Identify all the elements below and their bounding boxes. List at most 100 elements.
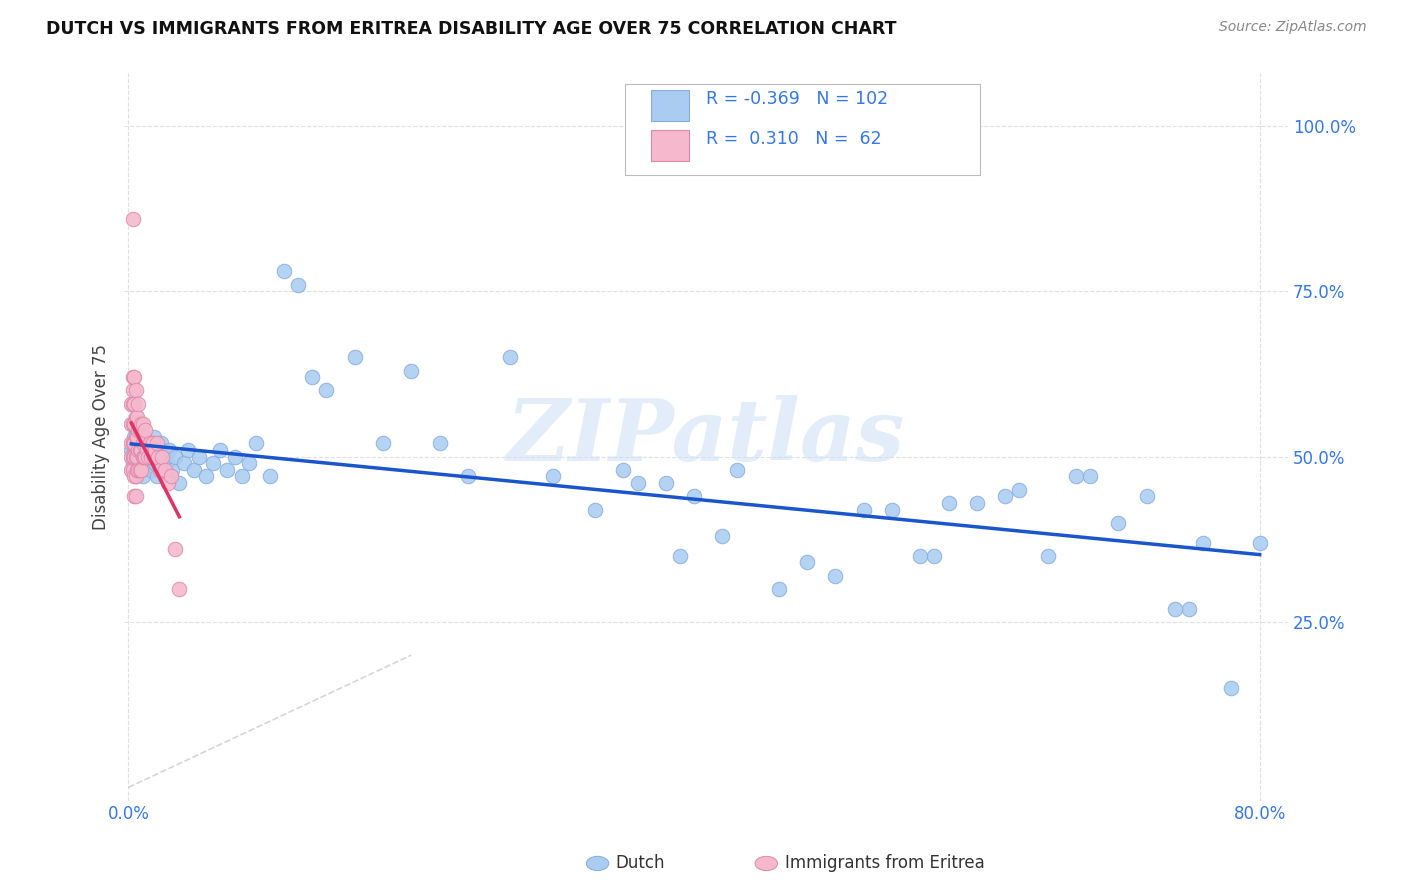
Point bbox=[127, 463, 149, 477]
Point bbox=[134, 450, 156, 464]
Point bbox=[124, 489, 146, 503]
Point bbox=[142, 430, 165, 444]
Point bbox=[1064, 469, 1087, 483]
Point bbox=[143, 456, 166, 470]
Point bbox=[669, 549, 692, 563]
Point bbox=[152, 463, 174, 477]
Point bbox=[165, 450, 187, 464]
Point bbox=[655, 476, 678, 491]
Point bbox=[120, 463, 142, 477]
Point bbox=[148, 456, 170, 470]
Point bbox=[499, 351, 522, 365]
Point bbox=[1036, 549, 1059, 563]
Point bbox=[125, 450, 148, 464]
Point bbox=[138, 436, 160, 450]
Text: ZIPatlas: ZIPatlas bbox=[508, 395, 905, 478]
Point bbox=[121, 450, 143, 464]
Point bbox=[149, 436, 172, 450]
Point bbox=[725, 463, 748, 477]
Point bbox=[135, 443, 157, 458]
Point bbox=[195, 469, 218, 483]
Point bbox=[153, 450, 176, 464]
Point bbox=[129, 443, 152, 458]
Point bbox=[125, 456, 148, 470]
Point bbox=[1220, 681, 1243, 695]
Point bbox=[711, 529, 734, 543]
Point bbox=[136, 450, 159, 464]
Text: DUTCH VS IMMIGRANTS FROM ERITREA DISABILITY AGE OVER 75 CORRELATION CHART: DUTCH VS IMMIGRANTS FROM ERITREA DISABIL… bbox=[46, 20, 897, 37]
Point bbox=[125, 430, 148, 444]
Point bbox=[1192, 535, 1215, 549]
Point bbox=[156, 456, 179, 470]
Point bbox=[924, 549, 946, 563]
Point bbox=[457, 469, 479, 483]
Point bbox=[124, 430, 146, 444]
Point bbox=[129, 417, 152, 431]
Point bbox=[245, 436, 267, 450]
Point bbox=[315, 384, 337, 398]
Point bbox=[259, 469, 281, 483]
Point bbox=[122, 450, 145, 464]
Point bbox=[177, 443, 200, 458]
Point bbox=[124, 384, 146, 398]
Point bbox=[129, 463, 152, 477]
Point bbox=[138, 436, 160, 450]
Point bbox=[121, 211, 143, 226]
Point bbox=[139, 450, 162, 464]
Point bbox=[139, 463, 162, 477]
Point bbox=[121, 436, 143, 450]
Point bbox=[224, 450, 246, 464]
Point bbox=[131, 436, 153, 450]
Point bbox=[141, 450, 163, 464]
Point bbox=[124, 469, 146, 483]
Y-axis label: Disability Age Over 75: Disability Age Over 75 bbox=[93, 343, 110, 530]
Point bbox=[132, 443, 155, 458]
Point bbox=[122, 463, 145, 477]
Point bbox=[132, 430, 155, 444]
Point bbox=[120, 443, 142, 458]
Text: Immigrants from Eritrea: Immigrants from Eritrea bbox=[785, 855, 984, 872]
Point bbox=[124, 463, 146, 477]
Point bbox=[1178, 601, 1201, 615]
Point bbox=[121, 384, 143, 398]
Point bbox=[541, 469, 564, 483]
Point bbox=[148, 463, 170, 477]
Point bbox=[125, 409, 148, 424]
Point bbox=[124, 423, 146, 437]
Point bbox=[146, 450, 169, 464]
Point bbox=[121, 450, 143, 464]
Point bbox=[122, 443, 145, 458]
Point bbox=[146, 443, 169, 458]
Point bbox=[231, 469, 253, 483]
Text: Source: ZipAtlas.com: Source: ZipAtlas.com bbox=[1219, 20, 1367, 34]
Point bbox=[626, 476, 648, 491]
Point bbox=[131, 450, 153, 464]
Point bbox=[994, 489, 1017, 503]
Text: Dutch: Dutch bbox=[616, 855, 665, 872]
Point bbox=[127, 397, 149, 411]
Point bbox=[131, 450, 153, 464]
FancyBboxPatch shape bbox=[624, 84, 980, 175]
Point bbox=[160, 469, 183, 483]
Point bbox=[124, 469, 146, 483]
Point bbox=[143, 443, 166, 458]
Point bbox=[880, 502, 903, 516]
Point bbox=[120, 450, 142, 464]
Point bbox=[121, 417, 143, 431]
Point bbox=[120, 417, 142, 431]
Point bbox=[401, 364, 423, 378]
Point bbox=[125, 430, 148, 444]
Point bbox=[343, 351, 366, 365]
Point bbox=[142, 450, 165, 464]
Point bbox=[128, 443, 150, 458]
Point bbox=[121, 463, 143, 477]
Point bbox=[121, 370, 143, 384]
Point bbox=[132, 456, 155, 470]
Point bbox=[128, 456, 150, 470]
Point bbox=[238, 456, 260, 470]
Point bbox=[1107, 516, 1129, 530]
Point bbox=[169, 582, 191, 596]
Point bbox=[128, 430, 150, 444]
Point bbox=[1135, 489, 1157, 503]
Point bbox=[768, 582, 790, 596]
